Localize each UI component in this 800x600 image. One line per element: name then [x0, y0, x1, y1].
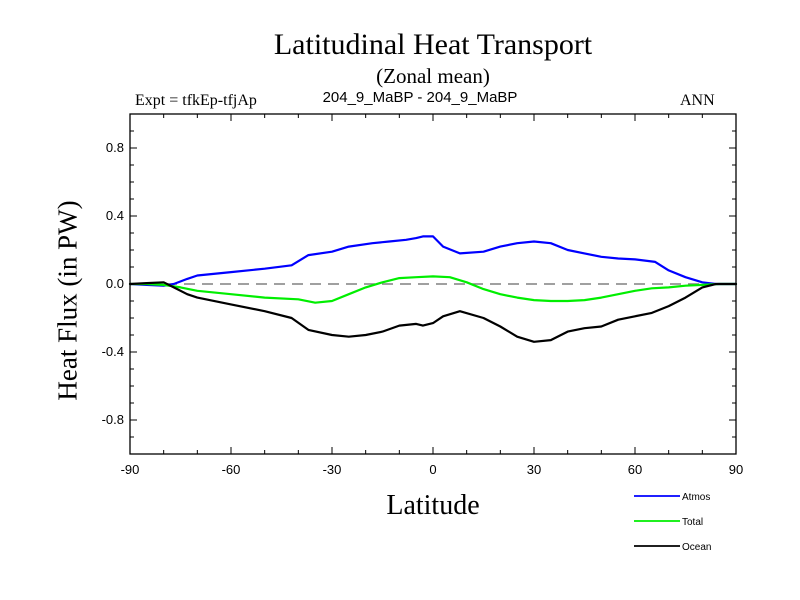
x-tick-label: -90: [121, 462, 140, 477]
chart-title: Latitudinal Heat Transport: [273, 28, 593, 61]
series-line-ocean: [128, 281, 738, 343]
y-tick-label: -0.4: [102, 344, 124, 359]
legend-label-total: Total: [682, 517, 703, 528]
x-tick-label: 30: [527, 462, 541, 477]
x-tick-label: 0: [429, 462, 436, 477]
series-line-total: [128, 275, 738, 304]
x-tick-label: 60: [628, 462, 642, 477]
case-label: 204_9_MaBP - 204_9_MaBP: [322, 89, 518, 106]
legend-label-atmos: Atmos: [682, 492, 710, 503]
x-tick-label: 90: [729, 462, 743, 477]
x-tick-label: -30: [323, 462, 342, 477]
chart-subtitle: (Zonal mean): [376, 64, 490, 88]
y-tick-label: -0.8: [102, 412, 124, 427]
season-label: ANN: [680, 92, 715, 109]
y-tick-label: 0.8: [106, 140, 124, 155]
legend-label-ocean: Ocean: [682, 542, 711, 553]
y-tick-label: 0.4: [106, 208, 124, 223]
experiment-label: Expt = tfkEp-tfjAp: [135, 92, 257, 109]
x-axis-label: Latitude: [386, 490, 480, 521]
series-line-atmos: [128, 235, 738, 287]
y-tick-label: 0.0: [106, 276, 124, 291]
x-tick-label: -60: [222, 462, 241, 477]
